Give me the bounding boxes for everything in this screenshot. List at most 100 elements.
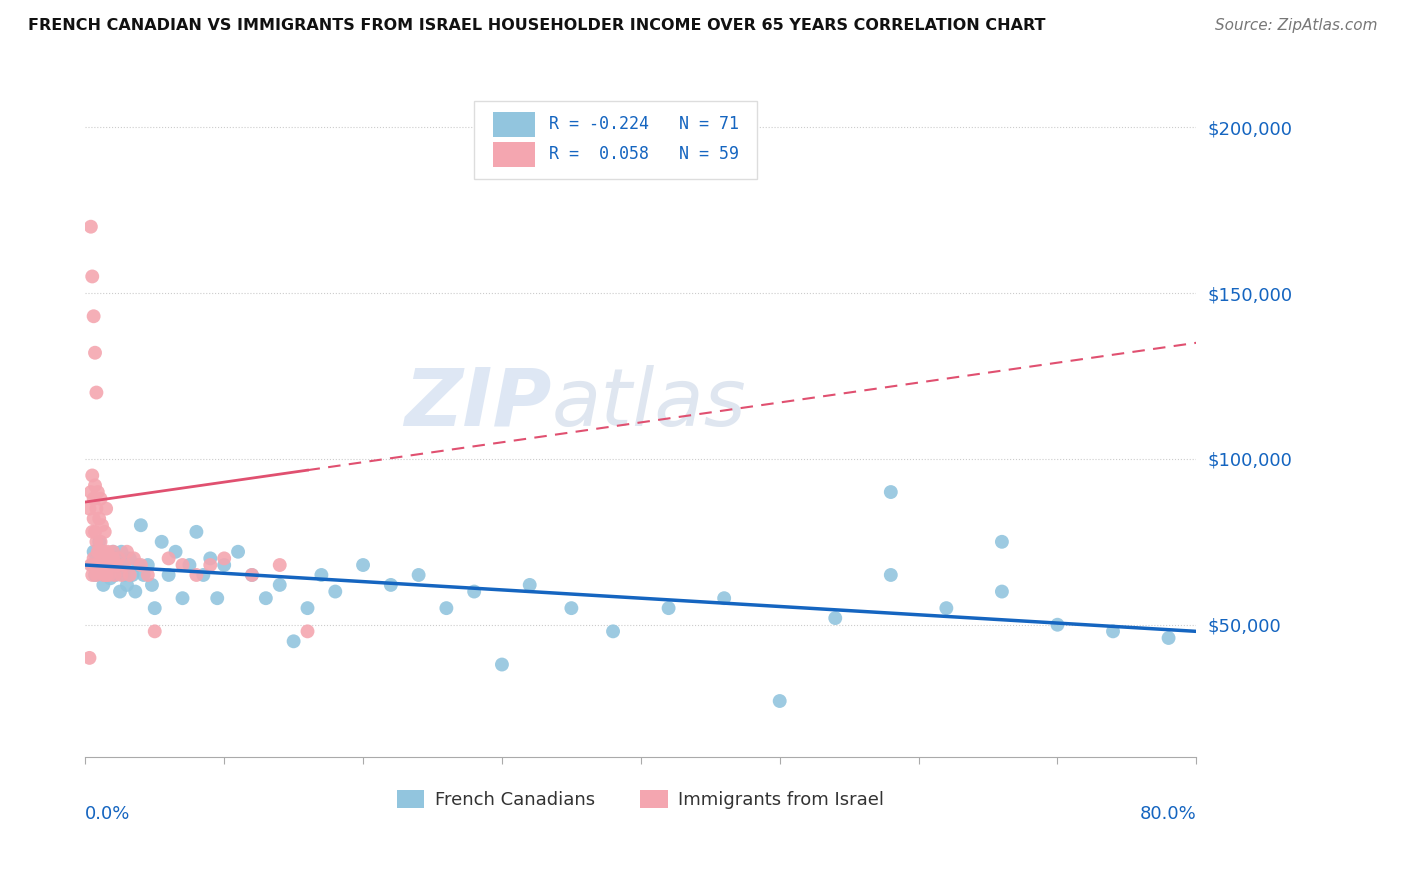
Point (93, 545, 115, 559)
Point (121, 568, 143, 582)
Point (713, 591, 735, 606)
Point (408, 568, 430, 582)
Point (79, 501, 101, 516)
Point (80, 558, 103, 572)
Point (602, 624, 624, 639)
Point (94, 501, 117, 516)
Point (991, 584, 1014, 599)
Point (93, 551, 115, 566)
Point (87, 485, 110, 500)
Point (93, 524, 115, 539)
Point (84, 345, 107, 359)
Point (352, 558, 374, 572)
Point (463, 584, 485, 599)
Point (157, 551, 180, 566)
Point (118, 568, 141, 582)
Point (136, 558, 159, 572)
Point (93, 555, 115, 569)
Point (90, 548, 112, 562)
Point (89, 545, 111, 559)
Point (186, 568, 208, 582)
Point (769, 694, 792, 708)
Point (108, 584, 131, 599)
Point (143, 624, 166, 639)
Point (115, 545, 138, 559)
Point (311, 568, 333, 582)
Point (101, 551, 124, 566)
Point (186, 524, 208, 539)
Point (132, 568, 155, 582)
Point (80, 485, 103, 500)
Point (86, 568, 108, 582)
Point (97, 551, 120, 566)
Point (84, 568, 107, 582)
Point (98, 551, 121, 566)
Point (87, 558, 110, 572)
Text: ZIP: ZIP (405, 365, 553, 442)
Point (212, 551, 235, 566)
Point (157, 568, 180, 582)
Point (935, 601, 957, 615)
FancyBboxPatch shape (474, 101, 758, 179)
Point (297, 601, 319, 615)
Point (83, 491, 105, 506)
Point (107, 551, 129, 566)
Point (118, 551, 141, 566)
Point (86, 501, 108, 516)
Point (112, 558, 135, 572)
Point (98, 571, 121, 585)
Text: Source: ZipAtlas.com: Source: ZipAtlas.com (1215, 18, 1378, 33)
Point (89, 534, 111, 549)
Point (115, 578, 138, 592)
Point (83, 511, 105, 525)
Point (100, 565, 122, 579)
Point (269, 558, 291, 572)
Point (101, 545, 124, 559)
Point (143, 601, 166, 615)
Point (172, 558, 194, 572)
Point (83, 545, 105, 559)
Point (991, 534, 1014, 549)
Point (1046, 617, 1069, 632)
Point (82, 468, 104, 483)
Point (141, 578, 163, 592)
Point (136, 568, 159, 582)
Point (254, 591, 277, 606)
Point (240, 568, 263, 582)
Point (112, 568, 135, 582)
Point (824, 611, 846, 625)
Point (323, 584, 346, 599)
Point (94, 568, 117, 582)
Point (124, 584, 146, 599)
Point (84, 478, 107, 492)
Bar (494, 112, 536, 136)
Bar (494, 142, 536, 167)
Point (519, 578, 541, 592)
Point (297, 624, 319, 639)
Point (207, 591, 229, 606)
Point (179, 558, 201, 572)
Point (82, 269, 104, 284)
Point (104, 568, 127, 582)
Point (110, 568, 132, 582)
Point (91, 561, 114, 575)
Point (122, 551, 145, 566)
Point (82, 524, 104, 539)
Point (560, 601, 582, 615)
Point (97, 568, 120, 582)
Point (880, 568, 903, 582)
Point (107, 561, 129, 575)
Point (94, 568, 117, 582)
Point (380, 578, 402, 592)
Point (105, 551, 128, 566)
Point (96, 545, 118, 559)
Point (94, 568, 117, 582)
Point (87, 545, 110, 559)
Point (86, 551, 108, 566)
Point (82, 558, 104, 572)
Point (80, 219, 103, 234)
Text: R =  0.058   N = 59: R = 0.058 N = 59 (548, 145, 738, 163)
Point (82, 568, 104, 582)
Point (172, 591, 194, 606)
Legend: French Canadians, Immigrants from Israel: French Canadians, Immigrants from Israel (389, 782, 891, 816)
